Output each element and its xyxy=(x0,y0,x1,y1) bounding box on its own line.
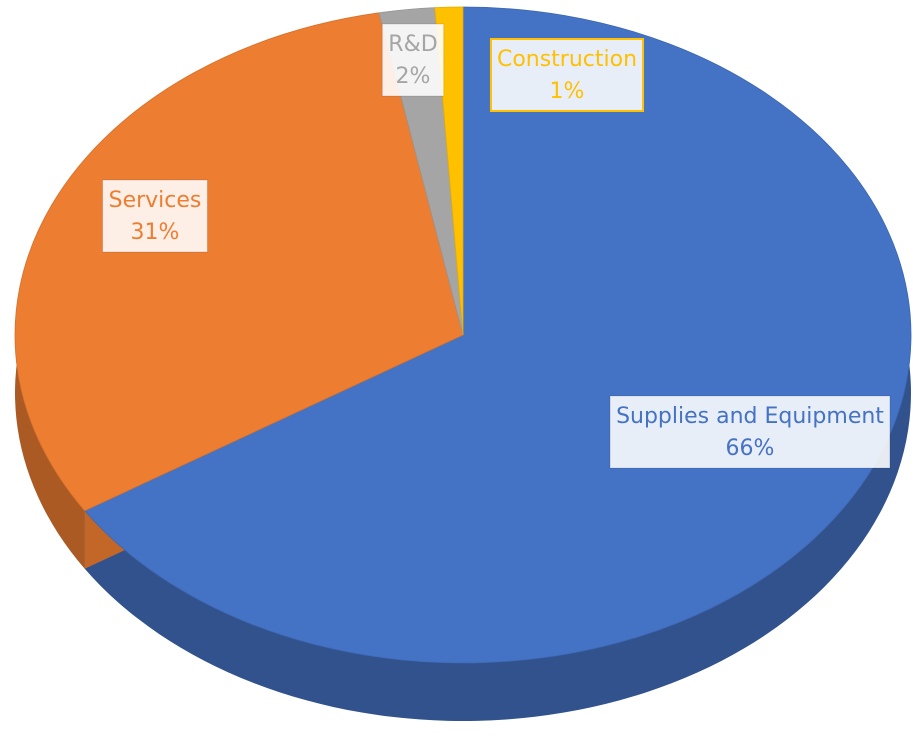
label-box xyxy=(102,179,208,253)
label-box xyxy=(489,38,645,112)
label-category: Construction xyxy=(497,47,637,72)
label-value: 31% xyxy=(131,220,180,245)
slice xyxy=(84,6,912,664)
data-label: Services 31% xyxy=(102,179,208,253)
label-category: R&D xyxy=(388,32,437,57)
label-category: Services xyxy=(109,188,202,213)
label-box xyxy=(381,23,445,97)
label-value: 2% xyxy=(396,64,431,89)
data-label: Supplies and Equipment 66% xyxy=(609,395,891,469)
label-box xyxy=(609,395,891,469)
data-label: Construction 1% xyxy=(489,38,645,112)
label-value: 66% xyxy=(726,436,775,461)
label-value: 1% xyxy=(550,79,585,104)
data-label: R&D 2% xyxy=(381,23,445,97)
label-category: Supplies and Equipment xyxy=(616,404,884,429)
slice xyxy=(14,12,464,512)
